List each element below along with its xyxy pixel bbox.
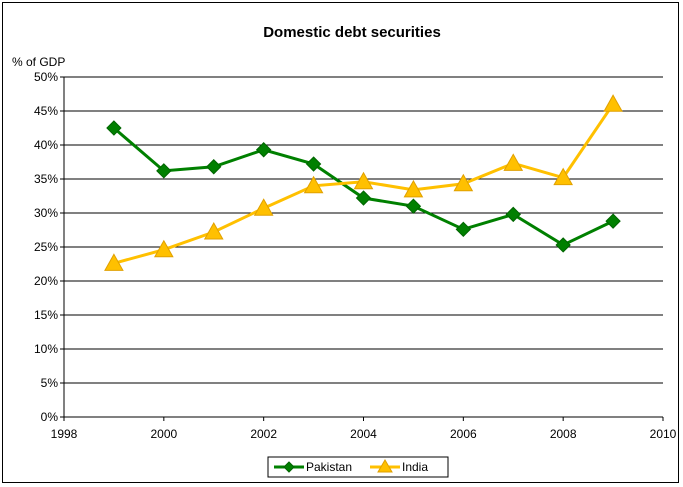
legend-box	[267, 456, 449, 478]
x-tick-label: 2006	[450, 427, 477, 441]
y-tick-label: 5%	[41, 376, 59, 390]
data-point-pakistan	[605, 213, 621, 229]
data-point-pakistan	[255, 142, 272, 158]
y-tick-label: 20%	[34, 274, 58, 288]
data-point-india	[253, 198, 274, 216]
series-group	[104, 94, 623, 271]
y-tick-label: 45%	[34, 104, 58, 118]
data-point-india	[403, 179, 424, 198]
x-tick-label: 2000	[150, 427, 177, 441]
y-tick-label: 15%	[34, 308, 58, 322]
x-tick-label: 2010	[650, 427, 677, 441]
y-tick-label: 10%	[34, 342, 58, 356]
data-point-pakistan	[206, 159, 222, 175]
data-point-pakistan	[355, 190, 372, 206]
legend-label-pakistan: Pakistan	[306, 460, 352, 474]
legend: Pakistan India	[267, 456, 449, 478]
y-tick-label: 40%	[34, 138, 58, 152]
x-tick-label: 1998	[51, 427, 78, 441]
y-tick-label: 30%	[34, 206, 58, 220]
y-tick-label: 25%	[34, 240, 58, 254]
data-point-pakistan	[106, 120, 122, 136]
data-point-india	[353, 171, 374, 190]
legend-label-india: India	[402, 460, 428, 474]
data-point-pakistan	[455, 221, 472, 238]
y-tick-label: 50%	[34, 70, 58, 84]
y-axis-label: % of GDP	[12, 55, 65, 69]
x-tick-label: 2004	[350, 427, 377, 441]
axes	[60, 76, 664, 421]
data-point-india	[203, 222, 224, 240]
y-tick-label: 0%	[41, 410, 59, 424]
y-tick-labels: 0% 5% 10% 15% 20% 25% 30% 35% 40% 45% 50%	[34, 70, 58, 424]
legend-marker-pakistan	[283, 461, 295, 473]
gridlines	[64, 76, 663, 384]
x-tick-label: 2008	[550, 427, 577, 441]
chart-title: Domestic debt securities	[263, 24, 441, 41]
data-point-india	[104, 253, 124, 271]
data-point-india	[153, 239, 174, 258]
x-tick-label: 2002	[250, 427, 277, 441]
data-point-pakistan	[555, 237, 571, 253]
data-point-pakistan	[156, 163, 172, 179]
data-point-india	[453, 173, 474, 192]
data-point-india	[603, 94, 623, 112]
y-tick-label: 35%	[34, 172, 58, 186]
data-point-pakistan	[505, 206, 521, 223]
data-point-india	[303, 175, 324, 194]
x-tick-labels: 1998 2000 2002 2004 2006 2008 2010	[51, 427, 677, 441]
data-point-india	[553, 167, 574, 186]
data-point-india	[503, 153, 524, 171]
data-point-pakistan	[305, 156, 322, 172]
legend-marker-india	[377, 459, 393, 473]
data-point-pakistan	[405, 198, 422, 214]
